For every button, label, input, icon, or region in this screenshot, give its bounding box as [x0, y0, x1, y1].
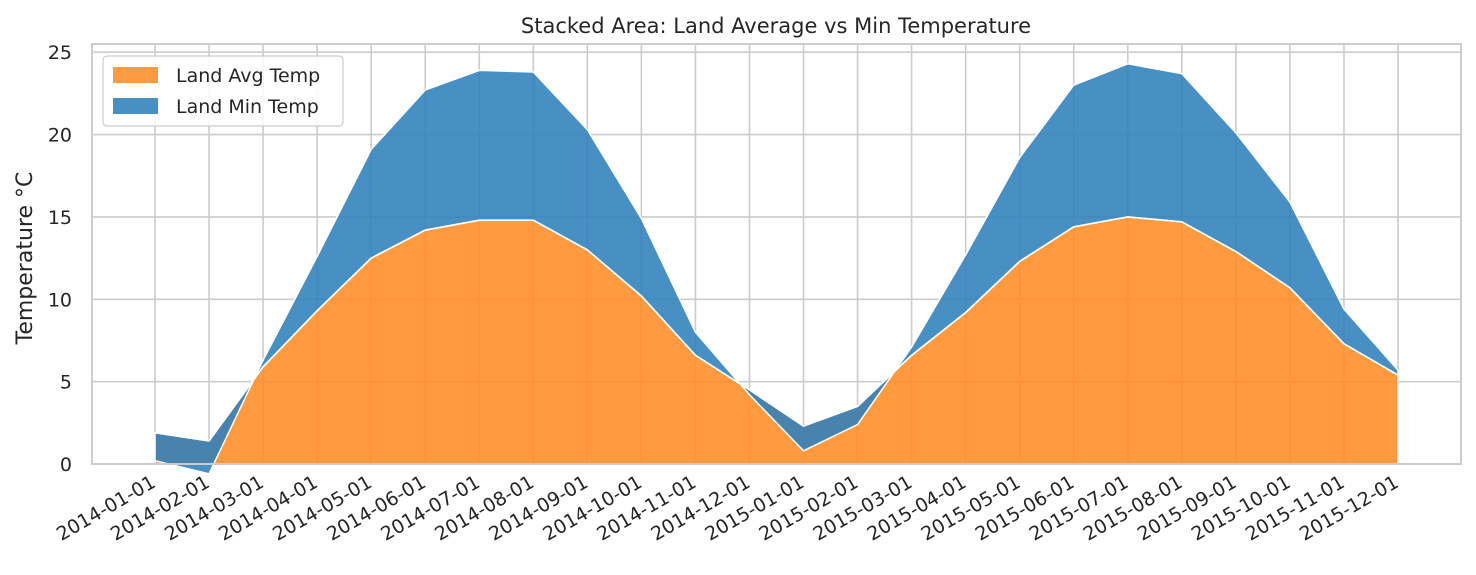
y-tick-label: 25 — [48, 42, 72, 64]
chart-title: Stacked Area: Land Average vs Min Temper… — [521, 14, 1031, 38]
y-tick-label: 0 — [60, 454, 72, 476]
y-tick-label: 15 — [48, 207, 72, 229]
y-tick-label: 20 — [48, 125, 72, 147]
legend-swatch — [113, 67, 158, 83]
y-tick-label: 5 — [60, 372, 72, 394]
y-tick-labels: 0 5 10 15 20 25 — [48, 42, 72, 476]
line-land-avg-temp — [154, 216, 1399, 442]
legend: Land Avg Temp Land Min Temp — [102, 55, 344, 127]
x-tick-labels: 2014-01-012014-02-012014-03-012014-04-01… — [53, 471, 1403, 545]
y-tick-label: 10 — [48, 289, 72, 311]
legend-label: Land Min Temp — [176, 96, 319, 118]
legend-swatch — [113, 98, 158, 114]
legend-box — [102, 55, 344, 127]
y-axis-label: Temperature °C — [13, 172, 38, 346]
plot-frame — [91, 43, 1462, 465]
legend-label: Land Avg Temp — [176, 65, 320, 87]
